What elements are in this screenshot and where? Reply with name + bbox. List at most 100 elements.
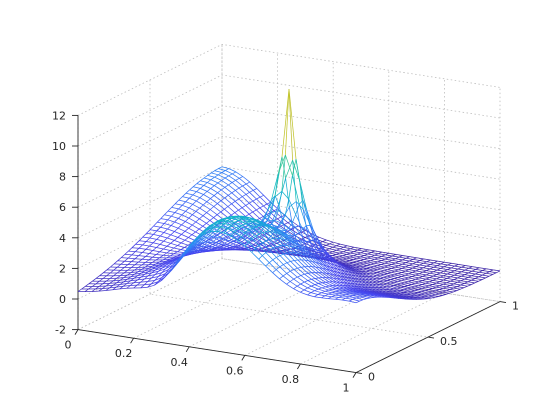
mesh-segment	[318, 277, 326, 283]
mesh-segment	[312, 253, 320, 261]
mesh-segment	[220, 208, 225, 213]
mesh-segment	[213, 192, 218, 196]
mesh-segment	[185, 221, 193, 226]
mesh-segment	[276, 232, 285, 240]
mesh-segment	[335, 294, 343, 297]
mesh-segment	[404, 286, 412, 289]
mesh-segment	[150, 280, 155, 285]
mesh-segment	[227, 224, 232, 229]
mesh-segment	[178, 205, 183, 210]
mesh-segment	[369, 276, 377, 280]
mesh-segment	[170, 240, 175, 244]
mesh-segment	[439, 289, 447, 292]
mesh-segment	[387, 280, 395, 283]
mesh-segment	[220, 200, 229, 207]
mesh-segment	[311, 266, 320, 273]
mesh-segment	[192, 224, 200, 230]
x-tick	[74, 329, 79, 335]
mesh-segment	[246, 227, 254, 234]
mesh-segment	[131, 251, 136, 256]
mesh-segment	[206, 212, 214, 218]
mesh-segment	[235, 230, 240, 233]
mesh-segment	[174, 208, 179, 213]
mesh-segment	[223, 228, 228, 234]
mesh-segment	[380, 274, 388, 278]
mesh-segment	[174, 221, 182, 226]
mesh-segment	[332, 251, 340, 254]
mesh-segment	[347, 245, 355, 248]
mesh-segment	[156, 230, 164, 233]
mesh-segment	[247, 247, 255, 250]
mesh-segment	[429, 272, 437, 275]
mesh-segment	[418, 277, 426, 280]
mesh-segment	[308, 245, 313, 249]
mesh-segment	[223, 236, 228, 240]
mesh-segment	[201, 246, 209, 251]
mesh-segment	[390, 282, 398, 286]
mesh-segment	[439, 281, 447, 284]
mesh-segment	[112, 288, 120, 291]
mesh-segment	[174, 212, 183, 216]
mesh-segment	[272, 269, 277, 273]
mesh-segment	[350, 283, 358, 287]
mesh-segment	[296, 285, 305, 291]
mesh-segment	[259, 216, 264, 219]
mesh-segment	[407, 288, 415, 291]
mesh-segment	[286, 270, 291, 274]
mesh-segment	[493, 269, 501, 272]
mesh-segment	[361, 281, 369, 286]
mesh-segment	[307, 287, 315, 292]
mesh-segment	[326, 268, 334, 275]
mesh-segment	[282, 273, 287, 277]
mesh-segment	[199, 218, 207, 224]
mesh-segment	[364, 255, 372, 258]
mesh-segment	[206, 220, 211, 224]
mesh-segment	[308, 252, 317, 260]
mesh-segment	[362, 276, 370, 280]
mesh-segment	[178, 208, 186, 212]
mesh-segment	[146, 241, 154, 244]
mesh-segment	[123, 276, 131, 278]
mesh-segment	[119, 285, 124, 290]
mesh-segment	[217, 172, 223, 176]
mesh-segment	[356, 294, 364, 297]
mesh-segment	[428, 295, 436, 298]
mesh-segment	[185, 201, 193, 205]
mesh-segment	[287, 252, 295, 261]
mesh-segment	[336, 271, 345, 278]
mesh-segment	[419, 269, 427, 271]
grid-line-z	[77, 74, 501, 147]
mesh-segment	[91, 288, 96, 292]
mesh-segment	[454, 274, 462, 277]
mesh-segment	[137, 273, 145, 276]
mesh-segment	[245, 217, 253, 222]
mesh-segment	[457, 273, 465, 275]
mesh-segment	[120, 272, 125, 276]
mesh-segment	[95, 275, 100, 279]
mesh-segment	[319, 263, 327, 270]
mesh-segment	[388, 252, 396, 255]
mesh-segment	[193, 186, 201, 189]
mesh-segment	[224, 206, 229, 210]
mesh-segment	[366, 265, 374, 268]
mesh-segment	[328, 298, 336, 300]
mesh-segment	[443, 283, 451, 286]
mesh-segment	[280, 245, 288, 254]
mesh-segment	[343, 246, 351, 250]
mesh-segment	[214, 231, 223, 238]
mesh-segment	[149, 237, 157, 240]
mesh-segment	[120, 278, 128, 281]
mesh-segment	[309, 248, 317, 256]
mesh-segment	[138, 244, 143, 249]
mesh-segment	[269, 244, 274, 247]
mesh-segment	[255, 233, 260, 237]
mesh-segment	[332, 277, 341, 283]
mesh-segment	[245, 213, 250, 217]
mesh-segment	[328, 289, 336, 293]
mesh-segment	[248, 227, 253, 231]
mesh-segment	[423, 258, 431, 261]
mesh-segment	[206, 209, 211, 213]
x-tick-label: 0.6	[226, 364, 244, 377]
mesh-segment	[329, 252, 337, 255]
mesh-segment	[412, 263, 420, 266]
